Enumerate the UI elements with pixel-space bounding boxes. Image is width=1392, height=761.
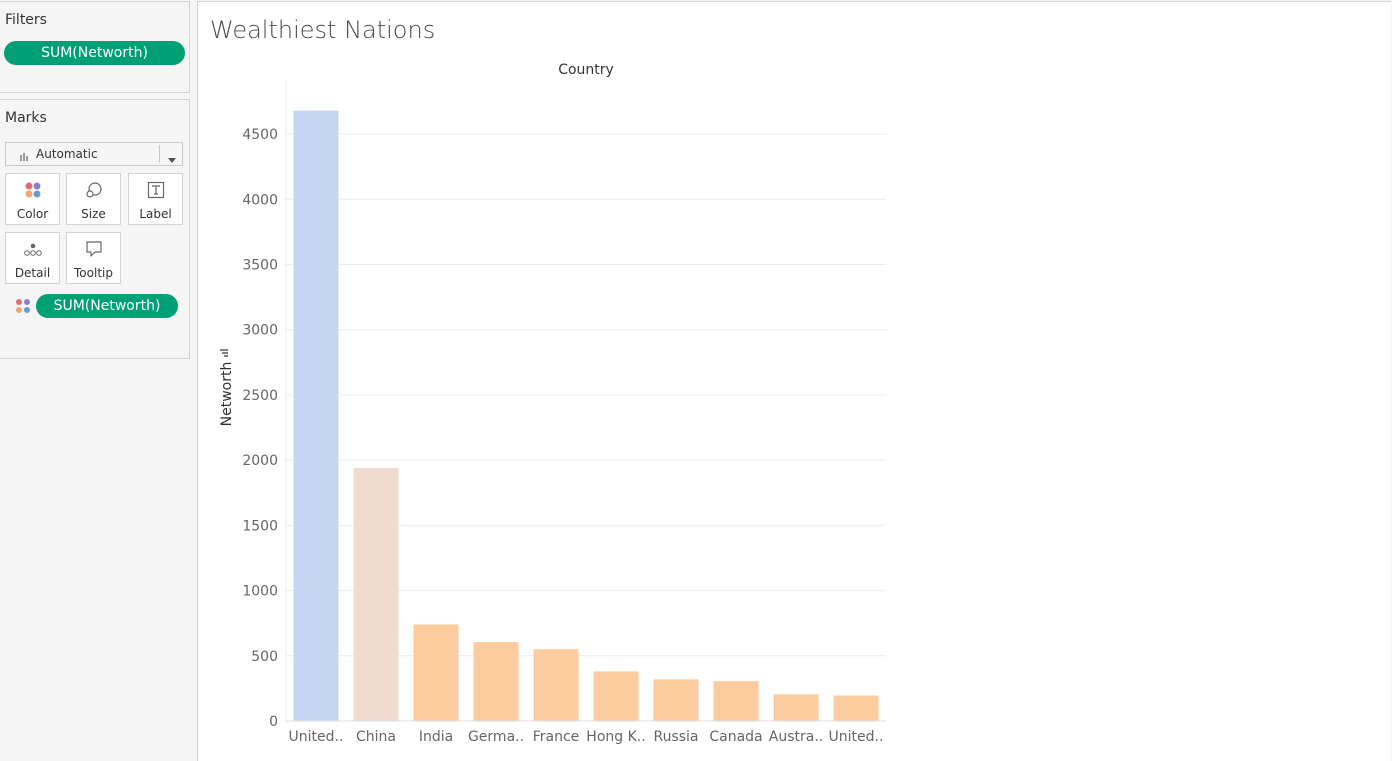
size-icon (67, 181, 120, 199)
x-tick-label: Austra.. (769, 729, 823, 745)
color-button[interactable]: Color (5, 173, 60, 225)
column-header: Country (558, 62, 614, 78)
x-tick-label: Russia (653, 729, 698, 745)
y-tick-label: 500 (251, 649, 278, 665)
size-button-label: Size (81, 207, 106, 221)
color-button-label: Color (16, 207, 49, 221)
size-button[interactable]: Size (66, 173, 121, 225)
y-tick-label: 2000 (242, 453, 278, 469)
y-tick-label: 4000 (242, 192, 278, 208)
label-button-label: Label (139, 207, 172, 221)
marks-card: Marks (0, 99, 190, 359)
chevron-down-icon (168, 152, 176, 166)
color-pill[interactable]: SUM(Networth) (36, 294, 178, 318)
color-legend-icon (15, 298, 31, 318)
x-tick-label: China (356, 729, 396, 745)
bar[interactable] (833, 695, 879, 721)
filters-title: Filters (5, 12, 47, 28)
x-tick-label: Germa.. (468, 729, 524, 745)
detail-button-label: Detail (14, 266, 51, 280)
sort-icon (220, 349, 228, 357)
sheet-title: Wealthiest Nations (210, 16, 436, 44)
bar[interactable] (473, 642, 519, 721)
y-tick-label: 1000 (242, 584, 278, 600)
y-tick-label: 2500 (242, 388, 278, 404)
bar[interactable] (413, 624, 459, 721)
mark-type-label: Automatic (36, 147, 98, 161)
label-button[interactable]: Label (128, 173, 183, 225)
detail-button[interactable]: Detail (5, 232, 60, 284)
bar-chart-icon (20, 150, 30, 164)
text-label-icon (129, 181, 182, 199)
x-tick-label: Hong K.. (586, 729, 645, 745)
bar[interactable] (713, 681, 759, 721)
y-tick-label: 3500 (242, 258, 278, 274)
y-tick-label: 0 (269, 714, 278, 730)
y-tick-label: 4500 (242, 127, 278, 143)
marks-title: Marks (5, 110, 47, 126)
tooltip-button-label: Tooltip (74, 266, 113, 280)
bar[interactable] (653, 679, 699, 721)
left-pane: Filters SUM(Networth) Marks Automatic Co… (0, 0, 192, 760)
x-tick-label: United.. (289, 729, 344, 745)
x-tick-label: France (533, 729, 580, 745)
worksheet-view: Wealthiest Nations Country 0 500 1000 1500 20… (197, 1, 1391, 761)
y-tick-label: 3000 (242, 323, 278, 339)
mark-type-dropdown[interactable]: Automatic (5, 142, 183, 166)
bar[interactable] (293, 110, 339, 721)
filters-card: Filters SUM(Networth) (0, 1, 190, 93)
bar-chart: Country 0 500 1000 1500 2000 2500 3000 3500 4000 4… (219, 62, 886, 745)
tooltip-button[interactable]: Tooltip (66, 232, 121, 284)
color-icon (6, 181, 59, 199)
y-axis-label: Networth (219, 362, 235, 427)
y-tick-label: 1500 (242, 518, 278, 534)
bar[interactable] (593, 671, 639, 721)
x-tick-label: India (419, 729, 453, 745)
dropdown-divider (159, 145, 160, 163)
tooltip-icon (67, 240, 120, 258)
detail-icon (6, 240, 59, 258)
bar[interactable] (353, 467, 399, 721)
x-tick-label: Canada (709, 729, 762, 745)
filter-pill[interactable]: SUM(Networth) (4, 41, 185, 65)
x-tick-label: United.. (829, 729, 884, 745)
bar[interactable] (773, 694, 819, 721)
bar[interactable] (533, 649, 579, 721)
